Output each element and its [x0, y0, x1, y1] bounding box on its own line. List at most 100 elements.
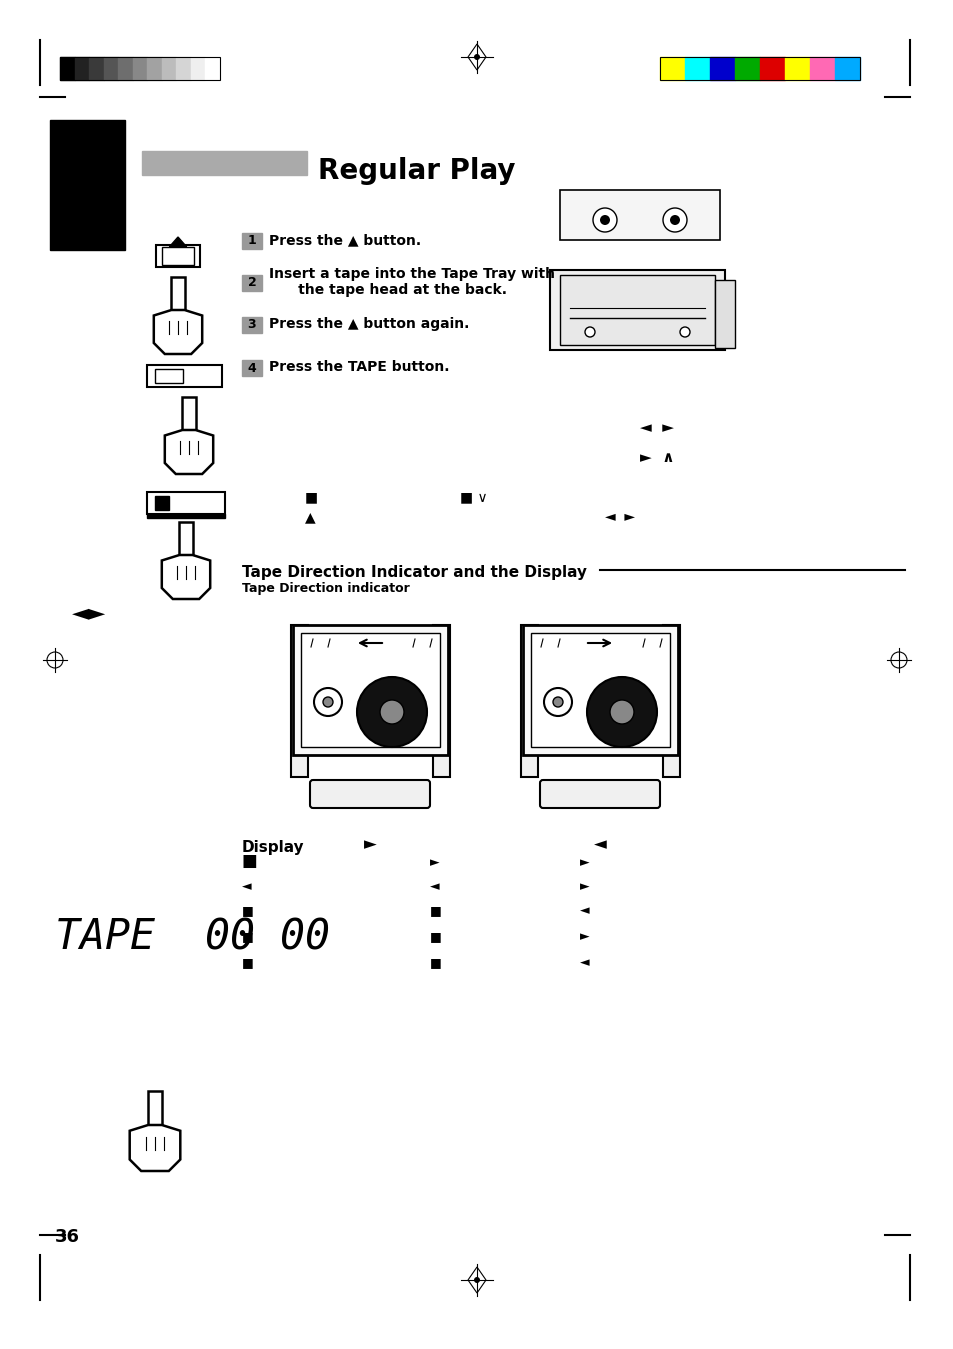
Bar: [205, 57, 220, 80]
Polygon shape: [153, 310, 202, 353]
Bar: [662, 625, 679, 777]
Text: Regular Play: Regular Play: [317, 156, 515, 185]
Bar: [291, 625, 308, 777]
Bar: [531, 633, 669, 747]
Text: ■: ■: [430, 956, 441, 969]
Bar: [709, 57, 734, 80]
Circle shape: [609, 700, 634, 724]
Bar: [520, 625, 537, 777]
Text: TAPE  00 00: TAPE 00 00: [55, 917, 330, 959]
Text: ◄  ►: ◄ ►: [604, 510, 635, 523]
Bar: [784, 57, 809, 80]
Polygon shape: [171, 237, 185, 246]
Text: ■ ∨: ■ ∨: [459, 490, 487, 505]
Circle shape: [553, 697, 562, 707]
Bar: [559, 275, 714, 345]
Bar: [142, 151, 307, 175]
Text: Tape Direction Indicator and the Display: Tape Direction Indicator and the Display: [242, 565, 586, 580]
Bar: [118, 57, 132, 80]
Text: Tape Direction indicator: Tape Direction indicator: [242, 581, 410, 595]
Circle shape: [379, 700, 403, 724]
Bar: [559, 190, 720, 240]
Bar: [734, 57, 760, 80]
Text: ■: ■: [430, 929, 441, 943]
Text: Display: Display: [242, 840, 304, 855]
Circle shape: [356, 677, 427, 747]
Bar: [760, 57, 784, 80]
Bar: [148, 1090, 162, 1125]
Text: ►: ►: [579, 929, 589, 943]
Bar: [809, 57, 834, 80]
Text: ►: ►: [579, 857, 589, 869]
Text: Press the ▲ button.: Press the ▲ button.: [269, 233, 420, 247]
Text: ◄►: ◄►: [71, 603, 106, 623]
Polygon shape: [162, 554, 210, 599]
Bar: [154, 370, 183, 383]
Bar: [60, 57, 220, 80]
Bar: [242, 317, 262, 333]
Circle shape: [662, 208, 686, 232]
Circle shape: [599, 214, 609, 225]
Text: 36: 36: [55, 1228, 80, 1246]
Bar: [301, 633, 439, 747]
Bar: [834, 57, 859, 80]
Bar: [147, 366, 222, 387]
Text: ◄: ◄: [593, 835, 606, 853]
Bar: [50, 120, 125, 250]
Text: ◄: ◄: [579, 956, 589, 969]
Text: ◄: ◄: [430, 880, 439, 893]
Bar: [147, 514, 225, 518]
Text: ■: ■: [242, 904, 253, 917]
Bar: [162, 247, 193, 264]
Text: ◄: ◄: [242, 880, 252, 893]
Polygon shape: [130, 1125, 180, 1171]
Text: ■: ■: [305, 490, 317, 505]
Bar: [147, 492, 225, 514]
Polygon shape: [165, 430, 213, 473]
Text: 3: 3: [248, 318, 256, 332]
Bar: [104, 57, 118, 80]
Text: ►: ►: [430, 857, 439, 869]
Circle shape: [474, 1278, 479, 1283]
Circle shape: [593, 208, 617, 232]
Text: ▲: ▲: [305, 510, 315, 523]
Text: Insert a tape into the Tape Tray with
      the tape head at the back.: Insert a tape into the Tape Tray with th…: [269, 267, 555, 297]
Bar: [162, 57, 176, 80]
Text: Press the TAPE button.: Press the TAPE button.: [269, 360, 449, 374]
Bar: [433, 625, 450, 777]
Circle shape: [669, 214, 679, 225]
Bar: [156, 246, 200, 267]
Text: 4: 4: [248, 362, 256, 375]
Bar: [659, 57, 684, 80]
Text: ■: ■: [242, 929, 253, 943]
Bar: [60, 57, 74, 80]
Text: Press the ▲ button again.: Press the ▲ button again.: [269, 317, 469, 331]
Circle shape: [314, 688, 341, 716]
Circle shape: [543, 688, 572, 716]
Circle shape: [586, 677, 657, 747]
Bar: [89, 57, 104, 80]
Bar: [714, 281, 734, 348]
Bar: [242, 275, 262, 291]
Text: ►: ►: [579, 880, 589, 893]
Text: ►: ►: [363, 835, 376, 853]
Bar: [242, 360, 262, 376]
Bar: [172, 277, 185, 310]
FancyBboxPatch shape: [539, 780, 659, 808]
Circle shape: [584, 326, 595, 337]
Text: 1: 1: [248, 235, 256, 247]
Bar: [191, 57, 205, 80]
Text: ◄  ►: ◄ ►: [639, 420, 673, 434]
Bar: [147, 57, 162, 80]
Bar: [293, 625, 448, 755]
Text: ►  ∧: ► ∧: [639, 451, 674, 465]
Bar: [74, 57, 89, 80]
Text: 2: 2: [248, 277, 256, 290]
Text: ■: ■: [242, 853, 257, 870]
Bar: [154, 496, 169, 510]
Text: ◄: ◄: [579, 904, 589, 917]
Circle shape: [474, 54, 479, 59]
Text: ■: ■: [430, 904, 441, 917]
Bar: [659, 57, 859, 80]
Bar: [176, 57, 191, 80]
